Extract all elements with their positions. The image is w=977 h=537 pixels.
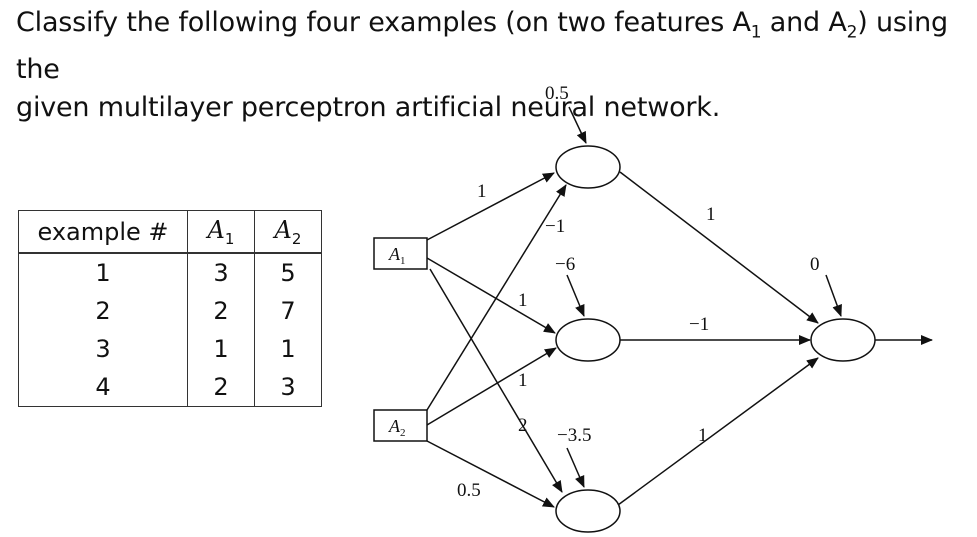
output-node [810, 318, 876, 362]
bias-arrow-mid [566, 274, 585, 317]
question-and-a: and A [761, 7, 847, 38]
header-a2-letter: A [274, 215, 292, 244]
question-sub1: 1 [750, 22, 762, 43]
header-a1-letter: A [207, 215, 225, 244]
edge-bottom-output [617, 357, 819, 506]
cell-example: 3 [18, 330, 188, 368]
hidden-node-top [555, 145, 621, 189]
edge-a1-mid [426, 257, 556, 334]
question-sub2: 2 [846, 22, 858, 43]
edge-a1-bottom [429, 268, 563, 493]
header-a1-sub: 1 [224, 229, 235, 248]
input-node-a1 [373, 237, 428, 270]
cell-a1: 1 [187, 330, 255, 368]
cell-a2: 5 [254, 253, 322, 292]
input-node-a2 [373, 409, 428, 442]
cell-a2: 1 [254, 330, 322, 368]
hidden-node-mid [555, 318, 621, 362]
weight-label-a1-top: 1 [477, 181, 487, 202]
header-a2-sub: 2 [291, 229, 302, 248]
cell-a1: 2 [187, 292, 255, 330]
bias-label-mid: −6 [555, 254, 575, 275]
cell-example: 2 [18, 292, 188, 330]
cell-a2: 7 [254, 292, 322, 330]
header-a2: A2 [254, 210, 322, 254]
bias-arrow-bottom [566, 447, 585, 488]
question-tail: ) using the [16, 7, 948, 86]
edge-a1-top [426, 172, 555, 241]
table-row: 3 1 1 [18, 330, 322, 368]
question-line-2: given multilayer perceptron artificial n… [16, 92, 721, 124]
question-line-1: Classify the following four examples (on… [16, 4, 966, 89]
table-row: 1 3 5 [18, 253, 322, 292]
bias-label-output: 0 [810, 254, 820, 275]
table-header-row: example # A1 A2 [18, 210, 322, 254]
bias-arrow-top [568, 106, 587, 144]
cell-a1: 2 [187, 368, 255, 407]
weight-label-a1-bottom: 2 [518, 415, 528, 436]
bias-label-bottom: −3.5 [557, 425, 591, 446]
input-a1-label: A1 [388, 244, 406, 267]
edge-a2-top [426, 184, 567, 411]
weight-label-a2-top: −1 [545, 216, 565, 237]
cell-a2: 3 [254, 368, 322, 407]
weight-label-top-output: 1 [706, 204, 716, 225]
hidden-node-bottom [555, 489, 621, 533]
weight-label-a1-mid: 1 [518, 290, 528, 311]
edge-top-output [619, 171, 819, 324]
edge-a2-bottom [426, 440, 555, 508]
cell-example: 1 [18, 253, 188, 292]
bias-arrow-output [825, 274, 842, 317]
cell-a1: 3 [187, 253, 255, 292]
bias-label-top: 0.5 [545, 83, 569, 104]
weight-label-a2-mid: 1 [518, 370, 528, 391]
header-example: example # [18, 210, 188, 254]
weight-label-mid-output: −1 [689, 314, 709, 335]
examples-table: example # A1 A2 1 3 5 2 2 7 3 1 1 4 2 3 [18, 210, 322, 407]
table-row: 4 2 3 [18, 368, 322, 407]
weight-label-bottom-output: 1 [698, 425, 708, 446]
question-text: Classify the following four examples (on… [16, 4, 966, 127]
question-line1-text: Classify the following four examples (on… [16, 7, 751, 38]
header-a1: A1 [187, 210, 255, 254]
input-a2-label: A2 [388, 416, 406, 439]
table-row: 2 2 7 [18, 292, 322, 330]
weight-label-a2-bottom: 0.5 [457, 480, 481, 501]
edge-a2-mid [426, 347, 557, 426]
